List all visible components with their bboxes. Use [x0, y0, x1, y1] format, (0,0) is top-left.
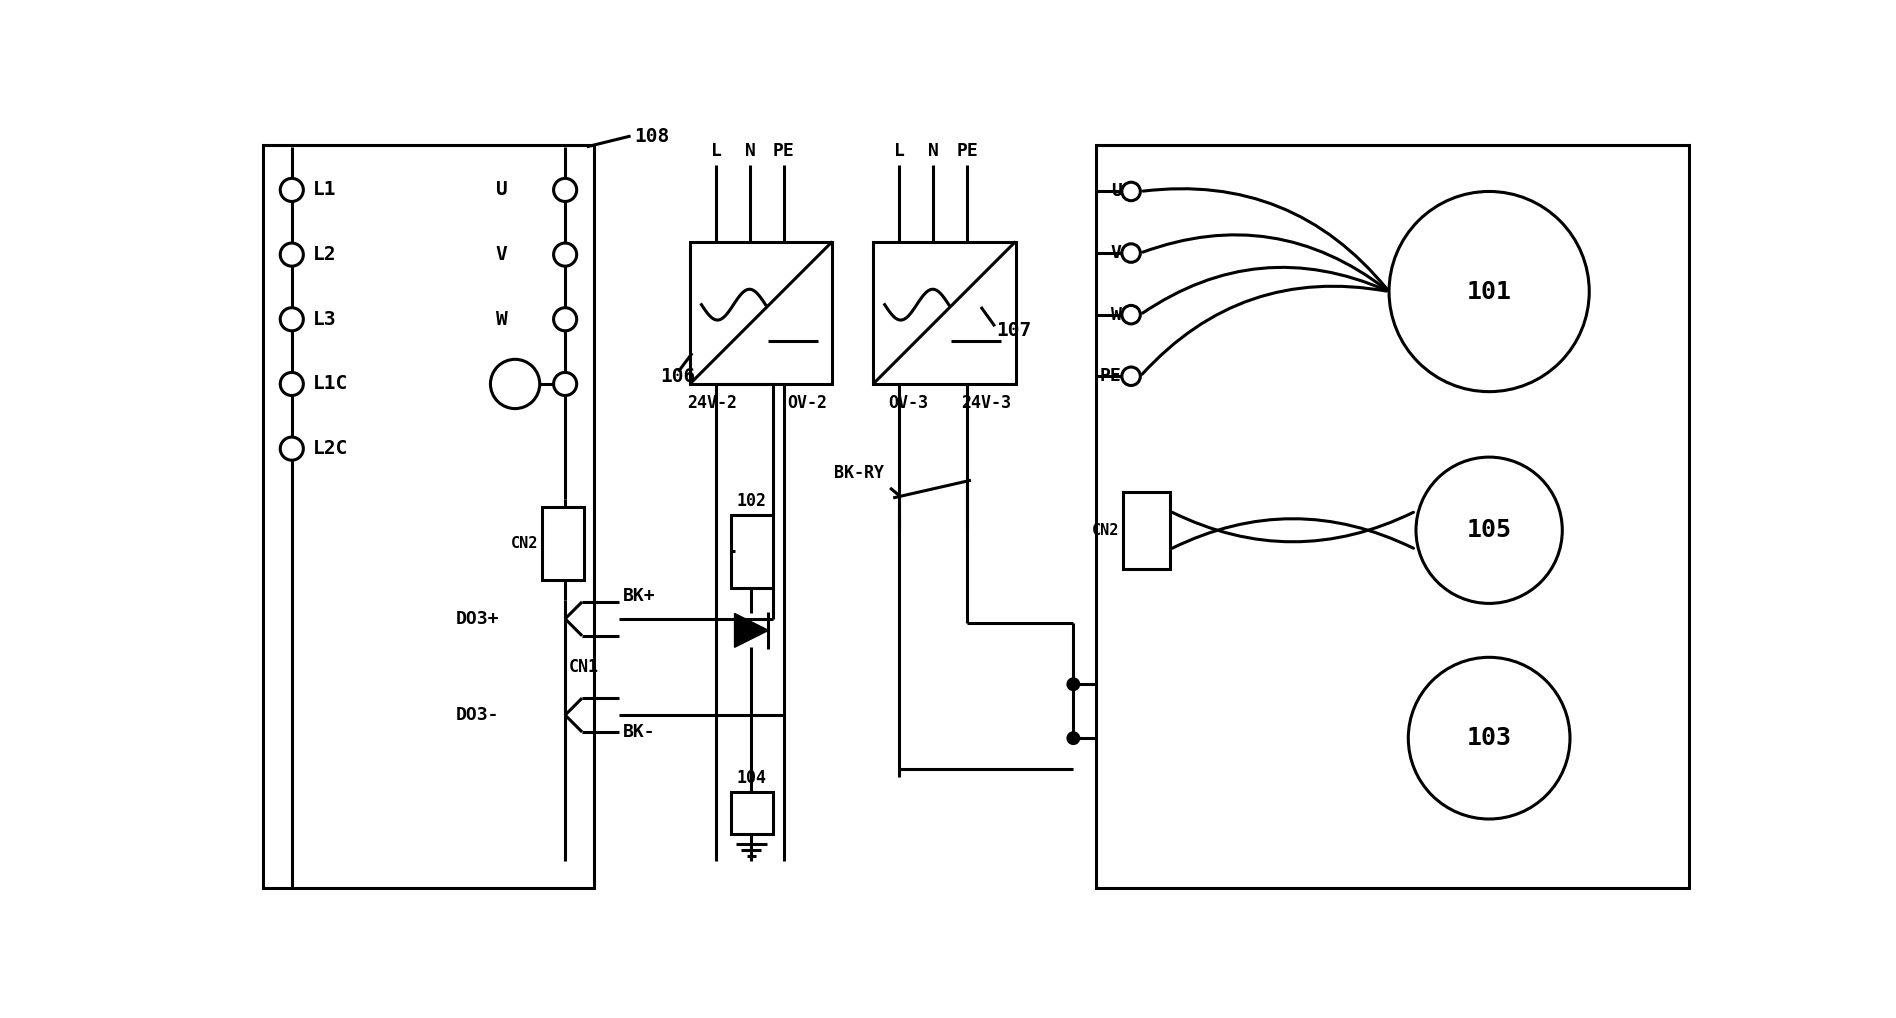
- Bar: [730, 792, 774, 835]
- Bar: [730, 515, 774, 588]
- Text: U: U: [1111, 182, 1122, 201]
- Circle shape: [1409, 658, 1570, 819]
- Text: L: L: [711, 143, 722, 161]
- Text: W: W: [1111, 305, 1122, 324]
- Circle shape: [1122, 367, 1139, 386]
- Text: L1: L1: [313, 180, 337, 200]
- Text: 107: 107: [995, 321, 1031, 340]
- Text: 102: 102: [736, 492, 766, 510]
- Circle shape: [281, 307, 303, 331]
- Circle shape: [281, 373, 303, 396]
- Text: 104: 104: [736, 770, 766, 787]
- Circle shape: [491, 359, 540, 408]
- Text: CN1: CN1: [569, 658, 599, 676]
- Bar: [874, 241, 1016, 384]
- Text: DO3+: DO3+: [457, 610, 501, 628]
- Text: L2: L2: [313, 245, 337, 264]
- Bar: [690, 241, 832, 384]
- Circle shape: [554, 243, 576, 266]
- Circle shape: [1122, 305, 1139, 324]
- Circle shape: [281, 437, 303, 460]
- Text: N: N: [745, 143, 755, 161]
- Circle shape: [281, 178, 303, 202]
- Circle shape: [554, 373, 576, 396]
- Circle shape: [1067, 733, 1079, 743]
- Text: PE: PE: [774, 143, 794, 161]
- Text: 101: 101: [1468, 280, 1511, 303]
- Text: 24V-3: 24V-3: [961, 394, 1011, 412]
- Text: W: W: [495, 309, 508, 329]
- Circle shape: [1390, 191, 1589, 392]
- Circle shape: [554, 178, 576, 202]
- Text: 106: 106: [660, 366, 696, 386]
- Text: L1C: L1C: [313, 375, 349, 394]
- Text: L3: L3: [313, 309, 337, 329]
- Text: PE: PE: [1100, 367, 1122, 385]
- Text: OV-3: OV-3: [887, 394, 927, 412]
- Bar: [264, 146, 595, 889]
- Text: V: V: [495, 245, 508, 264]
- Text: 24V-2: 24V-2: [686, 394, 738, 412]
- Text: BK-RY: BK-RY: [834, 463, 884, 482]
- Text: DO3-: DO3-: [457, 706, 501, 724]
- Text: L2C: L2C: [313, 439, 349, 458]
- Text: OV-2: OV-2: [787, 394, 829, 412]
- Bar: [1096, 146, 1689, 889]
- Circle shape: [281, 243, 303, 266]
- Circle shape: [1122, 182, 1139, 201]
- Polygon shape: [734, 614, 768, 647]
- Text: CN2: CN2: [1092, 523, 1119, 538]
- Text: N: N: [927, 143, 939, 161]
- Bar: [1124, 492, 1170, 569]
- Text: 103: 103: [1468, 726, 1511, 750]
- Text: 108: 108: [635, 126, 669, 146]
- Text: PE: PE: [956, 143, 978, 161]
- Circle shape: [554, 307, 576, 331]
- Text: V: V: [1111, 244, 1122, 262]
- Circle shape: [1067, 679, 1079, 689]
- Bar: [542, 507, 584, 580]
- Circle shape: [1416, 457, 1562, 604]
- Text: 105: 105: [1468, 518, 1511, 543]
- Text: L: L: [893, 143, 904, 161]
- Text: CN2: CN2: [510, 535, 538, 551]
- Text: BK-: BK-: [624, 723, 656, 741]
- Text: BK+: BK+: [624, 586, 656, 605]
- Text: U: U: [495, 180, 508, 200]
- Circle shape: [1122, 244, 1139, 263]
